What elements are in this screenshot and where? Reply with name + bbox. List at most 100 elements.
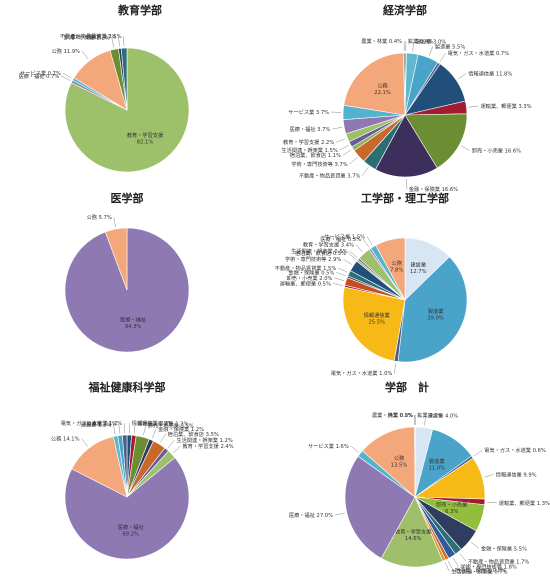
pie-slice [380,496,444,568]
leader-line [123,36,125,47]
leader-line [151,428,157,439]
slice-label: サービス業 0.7% [20,69,61,77]
leader-line [342,149,352,156]
leader-line [439,53,446,62]
slice-label: 金融・保険業 5.5% [481,544,527,552]
leader-line [349,157,358,165]
slice-label: 医療・福祉 0.7% [19,72,60,80]
pie-slice [397,256,468,363]
slice-label: 公務 7.8% [390,259,403,274]
slice-label: 公務 13.5% [391,454,408,469]
leader-line [81,51,89,60]
slice-label: 不動産・物品賃貸業 1.5% [275,264,337,272]
chart-title: 経済学部 [383,3,427,17]
leader-line [394,363,397,374]
pie-slice [342,286,406,362]
leader-line [339,145,349,151]
leader-line [366,236,373,246]
leader-line [338,267,348,273]
slice-label: 卸売・小売業 2.0% [286,274,332,282]
leader-line [167,440,175,449]
slice-label: 不動産・物品賃貸業 1.7% [468,557,530,565]
leader-line [452,557,459,567]
slice-label: 公務 11.9% [52,47,81,55]
slice-label: 生活関連・娯楽業 1.5% [281,146,337,154]
slice-label: 情報通信業 11.8% [468,69,512,77]
slice-label: 電気・ガス・水道業 0.7% [448,49,510,57]
slice-label: 教育・学習支援 3.4% [303,241,354,249]
leader-line [118,423,121,434]
leader-line [457,73,467,80]
slice-label: 金融・保険業 0.5% [288,268,334,276]
slice-label: 金融・保険業 16.6% [409,185,458,193]
slice-label: 鉱業 0.1% [417,411,442,419]
slice-label: 電気・ガス・水道業 1.2% [61,419,123,427]
slice-label: 建設業 1.2% [81,420,111,428]
slice-label: 製造業 5.5% [435,42,465,50]
chart-title: 工学部・理工学部 [361,191,449,205]
leader-line [362,167,369,176]
leader-line [412,41,415,52]
leader-line [336,138,346,143]
slice-label: 製造業 11.0% [429,457,446,472]
pie-slice [404,113,468,169]
slice-label: 学術・専門技術等 1.8% [461,562,517,570]
slice-label: 農業・林業 0.1% [372,411,413,419]
leader-line [332,126,343,130]
leader-line [350,445,359,453]
leader-line [332,283,343,286]
leader-line [336,272,346,277]
slice-label: 卸売・小売業 6.3% [436,501,467,515]
leader-line [459,553,467,562]
leader-line [470,541,480,549]
slice-label: 公務 14.1% [51,435,80,443]
leader-line [143,425,147,436]
slice-label: 建設業 3.0% [416,38,446,46]
leader-line [447,560,453,570]
pie-slice [120,47,128,111]
slice-label: 医療・福祉 69.2% [118,523,144,538]
slice-label: 医療・福祉 27.0% [289,511,333,519]
slice-label: 電気・ガス・水道業 0.6% [484,446,546,454]
leader-line [424,415,426,426]
leader-line [349,250,358,258]
leader-line [111,37,115,48]
leader-line [133,423,136,434]
leader-line [334,277,345,282]
slice-label: 漁業 0.0% [388,411,413,419]
slice-label: 公務 22.1% [374,81,391,96]
leader-line [484,474,494,478]
slice-label: 運輸業、郵便業 0.5% [280,279,331,287]
slice-label: 鉱業 0.4% [408,37,433,45]
pie-slice [64,457,190,560]
leader-line [355,244,363,253]
leader-line [61,75,71,81]
slice-label: 情報通信業 9.9% [496,470,537,478]
slice-label: 学術・専門技術等 3.7% [291,160,347,168]
slice-label: 生活関連・娯楽業 0.5% [291,247,347,255]
slice-label: 卸売・小売業 3.5% [148,421,194,429]
slice-label: 金融・保険業 1.2% [158,425,204,433]
pie-slice [104,227,128,291]
leader-line [81,438,88,447]
pie-slice [343,52,406,116]
slice-label: 情報通信業 25.5% [364,311,390,326]
leader-line [160,433,166,443]
leader-line [486,501,497,504]
slice-label: 金融・保険業 0.7% [70,33,116,41]
slice-label: 情報通信業 1.2% [132,419,173,427]
slice-label: 宿泊業、飲食店 1.1% [290,151,341,159]
pie-slice [71,436,128,498]
slice-label: 医療・福祉 94.3% [120,316,146,331]
leader-line [444,562,450,572]
leader-line [428,46,434,56]
slice-label: 医療・福祉 0.5% [320,235,361,243]
slice-label: サービス業 3.7% [288,108,329,116]
leader-line [473,449,483,457]
chart-title: 学部 計 [385,380,429,394]
leader-line [173,445,181,453]
slice-label: 医療・福祉 3.7% [290,125,331,133]
slice-label: 製造業 1.2% [86,419,116,427]
